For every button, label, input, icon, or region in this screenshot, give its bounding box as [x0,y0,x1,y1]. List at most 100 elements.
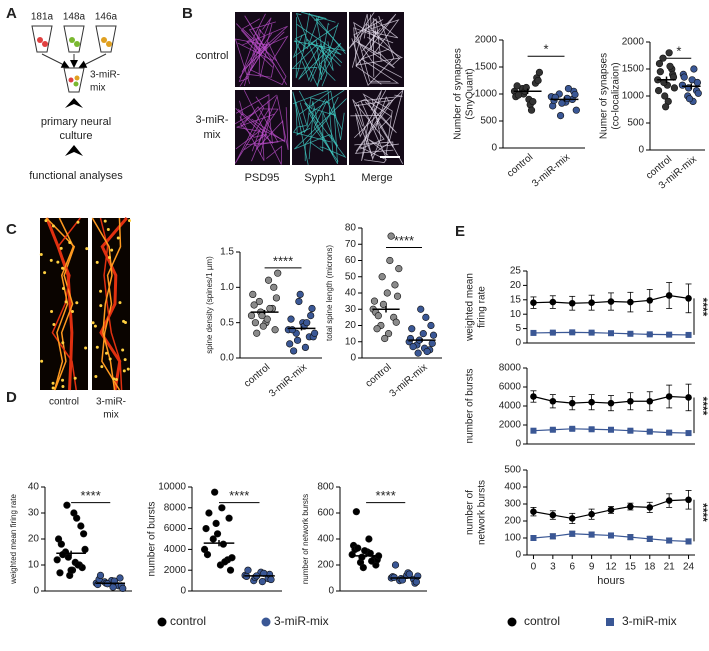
mirna-dot [37,37,43,43]
y-tick-label: 2000 [475,35,498,46]
spine [106,228,110,232]
marker [549,298,557,306]
data-point [666,62,674,70]
y-tick-label: 8000 [499,363,522,374]
significance-label: **** [394,233,414,248]
spine [52,323,56,327]
y-tick-label: 10 [510,309,522,320]
data-point [311,329,319,337]
micrograph [40,218,88,390]
spine [64,300,68,304]
spine [105,351,109,355]
data-point [352,508,360,516]
y-tick-label: 4000 [499,401,522,412]
data-point [249,290,257,299]
data-point [96,571,105,580]
data-point [53,556,61,564]
mix-label: 3-miR- [90,70,120,81]
neurite [294,15,320,50]
spine [44,219,48,223]
neurite [368,139,399,156]
y-tick-label: 500 [480,116,497,127]
spine [76,220,80,224]
dendrite [53,217,75,391]
legend-marker [157,617,167,627]
arrow-head [65,145,83,156]
dendrite [91,217,116,391]
data-point [271,326,279,334]
marker [666,331,673,338]
y-tick-label: 2000 [499,420,522,431]
data-point [694,89,702,97]
data-point [205,509,213,517]
neurite [352,99,385,150]
x-tick-label: 3 [550,562,556,573]
neurite [354,99,394,154]
data-point [522,83,530,92]
mirna-dot [74,75,80,81]
data-point [287,315,295,323]
neurite [249,59,287,86]
y-tick-label: 25 [510,266,522,277]
data-point [259,322,267,330]
neurite [353,19,403,78]
data-point [286,340,294,348]
neurite [350,101,397,133]
neurite [351,15,395,87]
neurite [292,91,326,165]
spine [61,384,65,388]
data-point [358,553,366,561]
spine [61,341,65,345]
spine [128,219,132,223]
data-point [572,106,580,114]
arrow-head [65,98,83,108]
image-label: mix [103,410,119,421]
data-point [422,313,430,321]
y-tick-label: 0 [33,586,39,597]
marker [627,330,634,337]
marker [608,330,614,337]
y-tick-label: 0 [491,143,497,154]
marker [607,399,615,407]
neurite [295,102,311,136]
neurite [239,100,244,121]
data-point [116,574,124,582]
y-axis-label: total spine length (microns) [325,245,334,341]
workflow-diagram: 181a 148a 146a 3-miR- mix primary neural… [29,12,123,182]
column-label: PSD95 [245,172,280,184]
y-axis-label: number of bursts [465,368,476,443]
marker [549,511,557,519]
marker [530,427,537,434]
x-tick-label: 12 [605,562,617,573]
tube-label: 146a [95,12,118,23]
marker [588,398,595,406]
y-axis-label: Number of synapses [453,48,464,140]
marker [607,298,615,305]
panel-label: A [6,5,17,22]
data-point [662,103,670,111]
y-axis-label: Numer of synapses [599,53,610,139]
marker [627,534,634,541]
significance-label: **** [696,503,709,522]
neurite [362,17,399,77]
spine [122,369,126,373]
mirna-dot [69,37,75,43]
marker [685,538,692,545]
legend-label: control [170,614,206,628]
neurite [296,23,342,56]
data-point [212,519,220,528]
marker [646,297,654,304]
neurite [248,21,276,75]
y-tick-label: 0 [328,586,334,597]
y-axis-label: number of bursts [147,501,158,576]
y-tick-label: 5 [515,323,521,334]
neurite [294,22,330,88]
data-point [253,329,261,337]
data-point [564,84,573,93]
data-point [203,550,212,559]
y-tick-label: 1.5 [220,247,234,258]
arrow [41,53,70,68]
x-tick-label: 0 [531,562,537,573]
data-point [213,530,222,538]
